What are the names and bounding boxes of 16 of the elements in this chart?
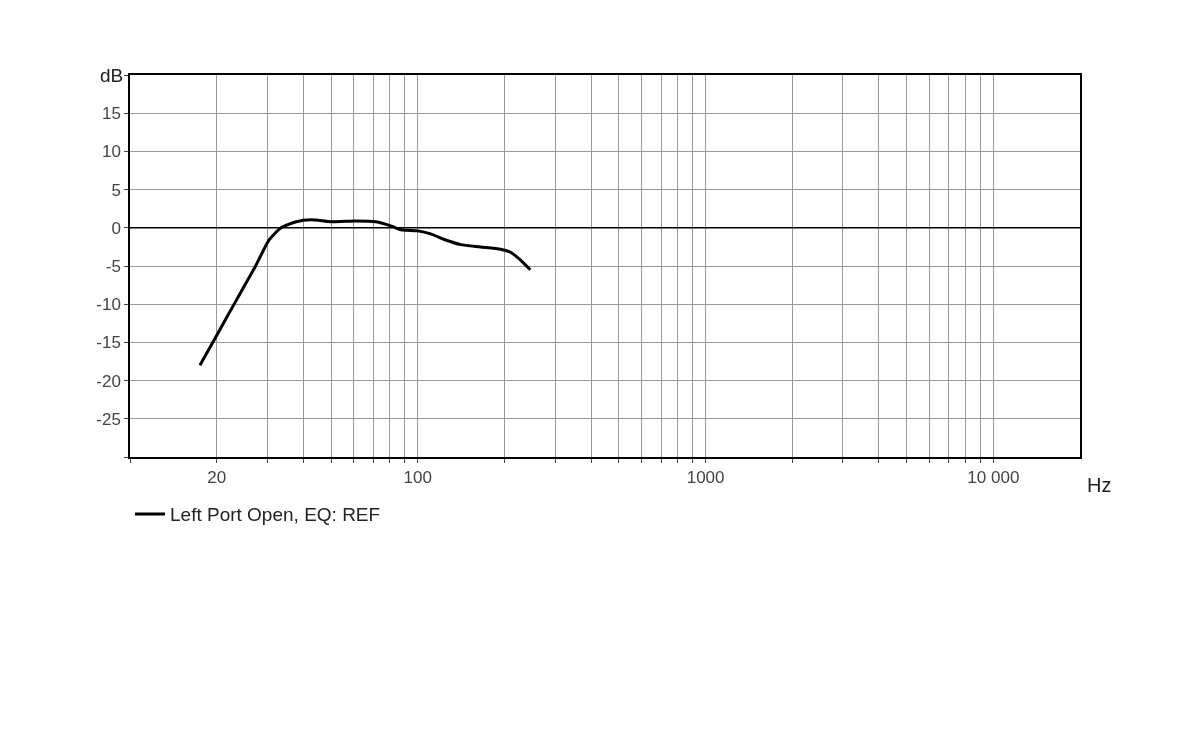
y-tick-label: -15 <box>96 333 121 353</box>
x-tick-label: 1000 <box>686 468 725 488</box>
legend-label: Left Port Open, EQ: REF <box>170 504 381 526</box>
y-tick-label: 15 <box>101 104 121 124</box>
x-tick-label: 20 <box>207 468 227 488</box>
y-tick-label: -5 <box>105 256 121 276</box>
y-tick-label: -10 <box>96 295 121 315</box>
y-axis-title: dB <box>100 65 124 86</box>
x-axis-title: Hz <box>1087 474 1112 496</box>
y-tick-label: -25 <box>96 409 121 429</box>
y-tick-label: -20 <box>96 371 121 391</box>
x-tick-label: 100 <box>403 468 432 488</box>
y-tick-label: 5 <box>111 180 121 200</box>
x-tick-label: 10 000 <box>967 468 1020 488</box>
y-tick-label: 0 <box>111 218 121 238</box>
y-tick-label: 10 <box>101 142 121 162</box>
